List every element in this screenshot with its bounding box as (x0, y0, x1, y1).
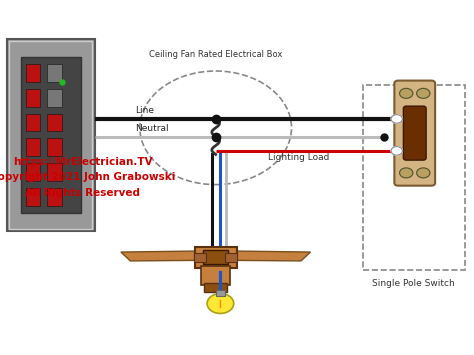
Bar (9, 41, 92, 229)
Bar (7, 39, 95, 231)
Text: Lighting Load: Lighting Load (268, 153, 329, 162)
Bar (47, 89, 62, 106)
Bar (47, 163, 62, 181)
Circle shape (400, 88, 413, 98)
Bar (225, 253, 237, 262)
FancyBboxPatch shape (204, 283, 227, 292)
FancyBboxPatch shape (201, 266, 230, 285)
Text: Ceiling Fan Rated Electrical Box: Ceiling Fan Rated Electrical Box (149, 50, 283, 59)
FancyBboxPatch shape (195, 247, 237, 268)
Text: Neutral: Neutral (135, 124, 169, 133)
Bar (363, 85, 465, 270)
Bar (26, 89, 40, 106)
Bar (26, 163, 40, 181)
FancyBboxPatch shape (394, 81, 435, 186)
FancyBboxPatch shape (203, 250, 228, 264)
Circle shape (207, 294, 234, 313)
Bar (26, 64, 40, 82)
Circle shape (400, 168, 413, 178)
Bar (26, 188, 40, 206)
Circle shape (391, 147, 402, 155)
Text: https://MrElectrician.TV
Copyright 2021 John Grabowski
All Rights Reserved: https://MrElectrician.TV Copyright 2021 … (0, 157, 176, 198)
Bar (47, 138, 62, 156)
Bar (26, 114, 40, 131)
Bar (47, 188, 62, 206)
FancyBboxPatch shape (403, 106, 426, 160)
Circle shape (417, 88, 430, 98)
Bar (47, 64, 62, 82)
Bar (47, 114, 62, 131)
Bar (21, 57, 81, 213)
Circle shape (391, 115, 402, 123)
Bar (194, 253, 206, 262)
Text: Line: Line (135, 106, 154, 115)
Text: Single Pole Switch: Single Pole Switch (372, 279, 455, 288)
Polygon shape (121, 251, 216, 261)
Bar (26, 138, 40, 156)
Bar (216, 290, 225, 296)
Polygon shape (216, 251, 310, 261)
Circle shape (417, 168, 430, 178)
